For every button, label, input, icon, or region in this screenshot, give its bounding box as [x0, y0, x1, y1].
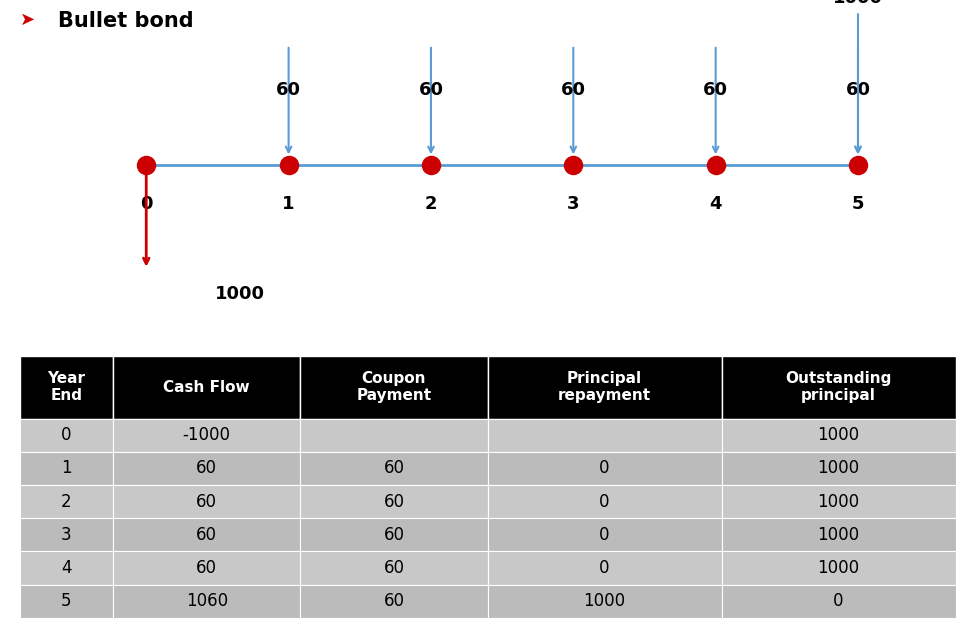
Text: 1000: 1000 [583, 592, 626, 610]
Bar [20, 585, 113, 618]
Text: Coupon
Payment: Coupon Payment [356, 371, 432, 403]
Text: ➤: ➤ [20, 11, 35, 29]
Bar [20, 485, 113, 518]
Bar [300, 419, 488, 452]
Bar [300, 552, 488, 585]
Bar [20, 518, 113, 552]
Text: 1060: 1060 [185, 592, 228, 610]
Text: -1000: -1000 [182, 426, 231, 444]
Bar [488, 452, 722, 485]
Bar [113, 452, 300, 485]
Bar [488, 356, 722, 419]
Bar [20, 356, 113, 419]
Text: 0: 0 [600, 459, 609, 477]
Bar [300, 518, 488, 552]
Text: 1000: 1000 [817, 426, 860, 444]
Bar [113, 552, 300, 585]
Bar [113, 485, 300, 518]
Text: 3: 3 [567, 195, 579, 213]
Bar [488, 518, 722, 552]
Text: 60: 60 [276, 81, 301, 99]
Text: Outstanding
principal: Outstanding principal [785, 371, 892, 403]
Text: 60: 60 [383, 592, 405, 610]
Text: 1000: 1000 [817, 559, 860, 577]
Text: 60: 60 [561, 81, 586, 99]
Bar [488, 419, 722, 452]
Bar [113, 518, 300, 552]
Text: 60: 60 [845, 81, 871, 99]
Text: 4: 4 [61, 559, 71, 577]
Bar [300, 585, 488, 618]
Bar [113, 419, 300, 452]
Text: 0: 0 [600, 559, 609, 577]
Text: 0: 0 [140, 195, 152, 213]
Text: 0: 0 [61, 426, 71, 444]
Bar [300, 356, 488, 419]
Text: 60: 60 [418, 81, 444, 99]
Text: 4: 4 [710, 195, 722, 213]
Text: 1: 1 [283, 195, 294, 213]
Bar [20, 419, 113, 452]
Text: 2: 2 [61, 492, 71, 510]
Bar [722, 452, 956, 485]
Bar [722, 585, 956, 618]
Bar [300, 485, 488, 518]
Bar [722, 419, 956, 452]
Bar [488, 585, 722, 618]
Bar [488, 552, 722, 585]
Text: Cash Flow: Cash Flow [164, 379, 250, 394]
Text: 60: 60 [383, 492, 405, 510]
Text: 60: 60 [196, 526, 217, 544]
Bar [300, 452, 488, 485]
Text: 1000: 1000 [817, 459, 860, 477]
Text: 60: 60 [196, 459, 217, 477]
Text: 60: 60 [703, 81, 728, 99]
Text: 60: 60 [383, 559, 405, 577]
Text: 5: 5 [852, 195, 864, 213]
Bar [722, 552, 956, 585]
Text: 60: 60 [196, 492, 217, 510]
Text: Principal
repayment: Principal repayment [558, 371, 651, 403]
Text: Year
End: Year End [48, 371, 85, 403]
Text: 60: 60 [196, 559, 217, 577]
Bar [20, 552, 113, 585]
Bar [722, 518, 956, 552]
Text: 0: 0 [600, 526, 609, 544]
Text: 60: 60 [383, 526, 405, 544]
Bar [722, 485, 956, 518]
Bar [488, 485, 722, 518]
Text: Bullet bond: Bullet bond [58, 11, 194, 31]
Text: 1: 1 [61, 459, 71, 477]
Bar [20, 452, 113, 485]
Text: 1000: 1000 [817, 492, 860, 510]
Text: 3: 3 [61, 526, 71, 544]
Text: 1000: 1000 [833, 0, 883, 7]
Text: 1000: 1000 [214, 285, 264, 303]
Text: 2: 2 [425, 195, 437, 213]
Text: 60: 60 [383, 459, 405, 477]
Text: 1000: 1000 [817, 526, 860, 544]
Text: 0: 0 [834, 592, 843, 610]
Bar [722, 356, 956, 419]
Bar [113, 585, 300, 618]
Text: 5: 5 [61, 592, 71, 610]
Text: 0: 0 [600, 492, 609, 510]
Bar [113, 356, 300, 419]
